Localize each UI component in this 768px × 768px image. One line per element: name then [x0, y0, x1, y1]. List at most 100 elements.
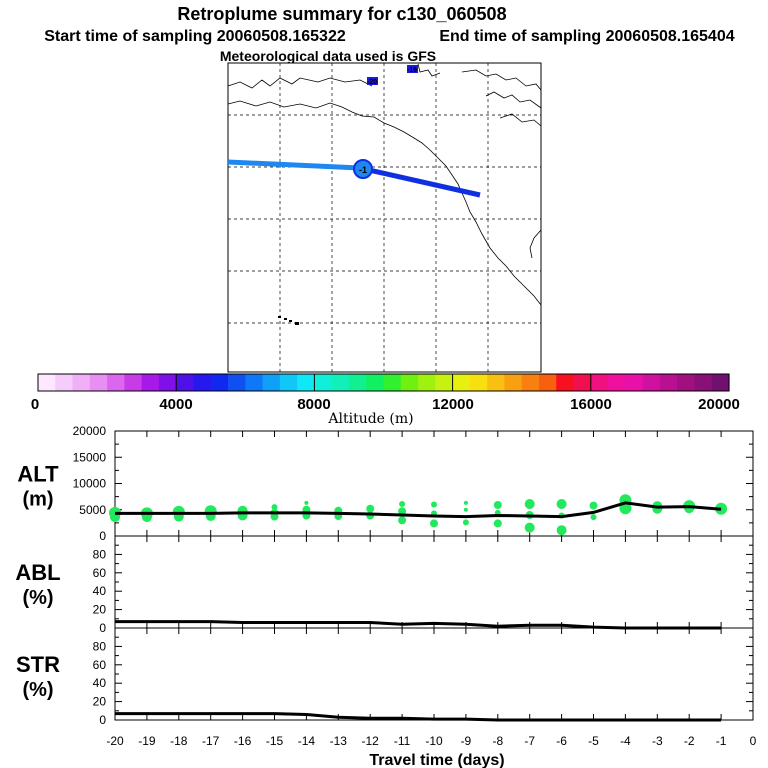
met-data-text: Meteorological data used is GFS: [220, 48, 436, 64]
colorbar-swatch: [625, 374, 644, 391]
map-gridlines: [228, 63, 541, 372]
alt-data-point: [398, 516, 407, 525]
y-tick-label: 5000: [79, 503, 106, 517]
colorbar-swatch: [608, 374, 626, 391]
y-tick-label: 40: [93, 676, 107, 690]
alt-data-point: [556, 525, 567, 536]
colorbar-swatch: [245, 374, 264, 391]
y-tick-label: 20: [93, 695, 107, 709]
colorbar-swatch: [124, 374, 143, 391]
x-tick-label: -18: [170, 734, 188, 748]
alt-data-point: [304, 500, 309, 505]
colorbar-swatch: [38, 374, 56, 391]
abl-line: [115, 620, 722, 630]
colorbar-swatch: [556, 374, 575, 391]
colorbar-swatch: [452, 374, 471, 391]
colorbar-swatch: [538, 374, 557, 391]
colorbar-swatch: [366, 374, 385, 391]
day-label-20: -20: [367, 79, 377, 86]
x-tick-label: 0: [750, 734, 757, 748]
colorbar-tick-0: 0: [31, 396, 39, 413]
alt-label: ALT: [17, 462, 59, 487]
colorbar-swatch: [400, 374, 419, 391]
colorbar-swatch: [228, 374, 246, 391]
str-line: [115, 712, 722, 722]
x-axis-label: Travel time (days): [369, 752, 504, 768]
y-tick-label: 20: [93, 603, 107, 617]
alt-data-point: [493, 501, 502, 509]
x-tick-label: -7: [524, 734, 535, 748]
colorbar-label: Altitude (m): [327, 411, 413, 427]
alt-median-line: [115, 501, 722, 519]
colorbar-swatch: [711, 374, 730, 391]
colorbar-tick-8000: 8000: [297, 396, 330, 413]
y-tick-label: 80: [93, 639, 107, 653]
str-unit: (%): [22, 679, 53, 701]
colorbar-swatch: [279, 374, 298, 391]
alt-data-point: [270, 512, 279, 521]
y-tick-label: 10000: [73, 477, 107, 491]
colorbar-swatch: [72, 374, 91, 391]
alt-data-point: [493, 519, 502, 528]
x-tick-label: -11: [394, 734, 411, 748]
colorbar-swatch: [193, 374, 212, 391]
colorbar-swatch: [55, 374, 74, 391]
x-tick-label: -19: [138, 734, 156, 748]
alt-data-point: [430, 519, 438, 528]
end-time-text: End time of sampling 20060508.165404: [439, 28, 734, 45]
colorbar-tick-12000: 12000: [432, 396, 474, 413]
alt-data-point: [556, 499, 567, 509]
x-tick-label: -4: [620, 734, 631, 748]
colorbar-swatch: [504, 374, 523, 391]
colorbar-swatch: [677, 374, 696, 391]
altitude-colorbar: [38, 374, 730, 391]
x-tick-label: -16: [234, 734, 252, 748]
colorbar-swatch: [176, 374, 195, 391]
hawaii-islands: [278, 316, 299, 325]
colorbar-tick-16000: 16000: [570, 396, 612, 413]
abl-label: ABL: [15, 560, 60, 585]
colorbar-swatch: [418, 374, 436, 391]
figure-title: Retroplume summary for c130_060508: [177, 4, 506, 24]
colorbar-swatch: [590, 374, 609, 391]
abl-frame: [114, 535, 754, 629]
plume-track-east: [359, 165, 481, 198]
alt-data-point: [590, 514, 597, 521]
day-label-19-box: [407, 65, 418, 73]
x-tick-label: -17: [202, 734, 220, 748]
plume-day-marker-label: -1: [359, 165, 367, 175]
colorbar-swatch: [521, 374, 540, 391]
colorbar-swatch: [487, 374, 506, 391]
colorbar-swatch: [383, 374, 402, 391]
map-frame: [227, 62, 542, 373]
colorbar-tick-4000: 4000: [159, 396, 192, 413]
x-tick-label: -6: [556, 734, 567, 748]
colorbar-swatch: [262, 374, 281, 391]
y-tick-label: 20000: [73, 424, 107, 438]
alt-unit: (m): [22, 489, 53, 511]
y-tick-label: 0: [99, 529, 106, 543]
colorbar-frame: [37, 373, 730, 392]
x-tick-label: -2: [684, 734, 695, 748]
abl-unit: (%): [22, 587, 53, 609]
colorbar-swatch: [141, 374, 160, 391]
day-label-19: -19: [407, 67, 417, 74]
y-tick-label: 0: [99, 713, 106, 727]
colorbar-swatch: [694, 374, 713, 391]
x-tick-label: -20: [106, 734, 124, 748]
x-tick-label: -5: [588, 734, 599, 748]
alt-data-point: [589, 501, 598, 510]
plume-track-west: [227, 159, 361, 171]
plume-day-marker: [353, 159, 373, 179]
colorbar-swatch: [348, 374, 367, 391]
start-time-text: Start time of sampling 20060508.165322: [44, 28, 346, 45]
colorbar-swatch: [158, 374, 177, 391]
alt-data-point: [524, 522, 535, 533]
colorbar-swatch: [642, 374, 661, 391]
map-day-labels: -20 -19: [367, 65, 418, 86]
y-tick-label: 0: [99, 621, 106, 635]
colorbar-swatch: [435, 374, 454, 391]
alt-data-point: [399, 501, 406, 507]
y-tick-label: 60: [93, 658, 107, 672]
